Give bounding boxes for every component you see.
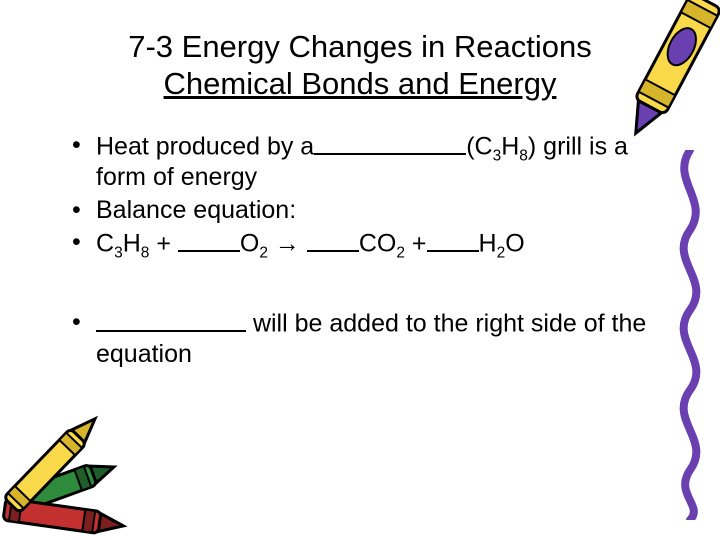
bullet-1-pre: Heat produced by a (96, 133, 314, 161)
slide-body: Heat produced by a(C3H8) grill is a form… (72, 130, 660, 372)
reaction-arrow-icon: → (268, 230, 307, 258)
crayon-top-right-icon (616, 0, 720, 152)
b3-h2: H (479, 230, 497, 258)
bullet-1-mid: H (501, 133, 519, 161)
b3-c: C (96, 230, 114, 258)
bullet-1-sub1: 3 (493, 148, 502, 165)
b3-co: CO (359, 230, 397, 258)
title-line-2: Chemical Bonds and Energy (164, 66, 557, 101)
bullet-list: Heat produced by a(C3H8) grill is a form… (72, 130, 660, 259)
b3-s4: 2 (396, 245, 405, 262)
b3-s1: 3 (114, 245, 123, 262)
b3-ofin: O (505, 230, 524, 258)
squiggle-icon (660, 150, 716, 520)
bullet-4: will be added to the right side of the e… (72, 307, 660, 370)
slide: 7-3 Energy Changes in Reactions Chemical… (0, 0, 720, 540)
bullet-1: Heat produced by a(C3H8) grill is a form… (72, 130, 660, 193)
slide-title: 7-3 Energy Changes in Reactions Chemical… (80, 28, 640, 102)
b3-s5: 2 (497, 245, 506, 262)
bullet-list-2: will be added to the right side of the e… (72, 307, 660, 370)
bullet-2: Balance equation: (72, 195, 660, 226)
bullet-2-text: Balance equation: (96, 196, 296, 224)
b3-o: O (240, 230, 259, 258)
bullet-3: C3H8 + O2 → CO2 +H2O (72, 227, 660, 259)
blank-energy (96, 307, 246, 332)
bullet-1-open: (C (466, 133, 492, 161)
bullet-1-sub2: 8 (519, 148, 528, 165)
b3-plus1: + (149, 230, 178, 258)
blank-co2-coef (307, 227, 359, 252)
spacer (72, 261, 660, 307)
blank-h2o-coef (427, 227, 479, 252)
blank-o2-coef (178, 227, 240, 252)
b3-h: H (123, 230, 141, 258)
blank-propane (314, 130, 466, 155)
b3-plus2: + (405, 230, 427, 258)
b3-s3: 2 (259, 245, 268, 262)
title-line-1: 7-3 Energy Changes in Reactions (128, 29, 592, 64)
crayon-cluster-icon (0, 402, 160, 540)
